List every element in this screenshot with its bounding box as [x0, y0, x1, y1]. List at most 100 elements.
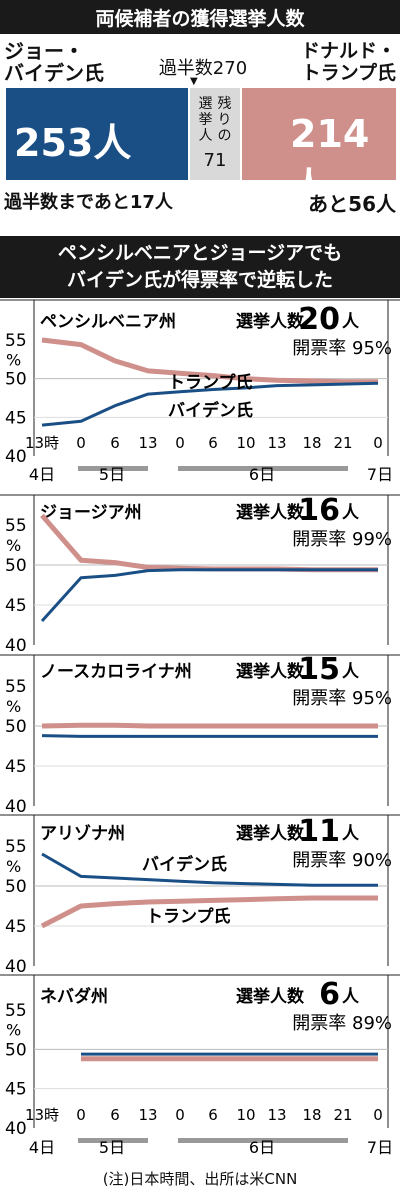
chart-4-ytick-50: 50 — [5, 877, 27, 897]
chart-2-count-rate: 開票率 99% — [292, 529, 392, 550]
chart-1-electors-count: 20 — [298, 302, 340, 337]
chart-3-ytick-40: 40 — [5, 797, 27, 817]
chart-1-ylabel: % — [6, 350, 21, 369]
chart-3-title: ノースカロライナ州 — [40, 662, 192, 682]
time-axis-1-tick-7: 13 — [267, 434, 286, 452]
time-axis-2-tick-8: 18 — [302, 1106, 321, 1124]
chart-1-series-label-trump: トランプ氏 — [168, 372, 253, 393]
chart-1-ytick-50: 50 — [5, 370, 27, 390]
chart-4-ytick-55: 55 — [5, 837, 27, 857]
chart-1-series-label-biden: バイデン氏 — [168, 400, 253, 421]
chart-3-electors-count: 15 — [298, 652, 340, 687]
chart-2-electors-count: 16 — [298, 493, 340, 528]
chart-2-title: ジョージア州 — [40, 503, 142, 523]
time-axis-1-tick-3: 13 — [138, 434, 157, 452]
chart-4-ytick-40: 40 — [5, 957, 27, 977]
chart-3-electors-unit: 人 — [342, 662, 360, 682]
chart-4-title: アリゾナ州 — [40, 824, 125, 844]
chart-5-electors-unit: 人 — [342, 987, 360, 1007]
chart-3-ytick-45: 45 — [5, 757, 27, 777]
time-axis-2-day-3: 7日 — [367, 1138, 393, 1157]
chart-4-series-label-biden: バイデン氏 — [142, 854, 227, 875]
time-axis-2-tick-2: 6 — [110, 1106, 120, 1124]
chart-4-ylabel: % — [6, 857, 21, 876]
time-axis-1-tick-10: 0 — [373, 434, 383, 452]
chart-2-ytick-45: 45 — [5, 596, 27, 616]
trump-name: ドナルド・ トランプ氏 — [300, 40, 396, 84]
time-axis-2-day-0: 4日 — [29, 1138, 55, 1157]
time-axis-1-tick-4: 0 — [175, 434, 185, 452]
time-axis-1-day-2: 6日 — [249, 465, 275, 484]
chart-4-series-trump — [40, 895, 378, 929]
time-axis-2-tick-6: 10 — [236, 1106, 255, 1124]
chart-4-ytick-45: 45 — [5, 917, 27, 937]
time-axis-1-tick-6: 10 — [236, 434, 255, 452]
time-axis-1-tick-8: 18 — [302, 434, 321, 452]
chart-2-ytick-50: 50 — [5, 556, 27, 576]
time-axis-2-tick-7: 13 — [267, 1106, 286, 1124]
chart-5-ytick-50: 50 — [5, 1040, 27, 1060]
time-axis-1-day-1: 5日 — [99, 465, 125, 484]
time-axis-1-tick-0: 13時 — [25, 434, 59, 452]
chart-1-series-trump — [41, 337, 378, 385]
time-axis-1-tick-2: 6 — [110, 434, 120, 452]
biden-remaining: 過半数まであと17人 — [4, 192, 173, 213]
chart-1-ytick-45: 45 — [5, 408, 27, 428]
majority-arrow-icon: ▼ — [190, 76, 198, 87]
time-axis-2-tick-4: 0 — [175, 1106, 185, 1124]
header-electors: 両候補者の獲得選挙人数 — [0, 0, 400, 34]
trump-votes: 214人 — [290, 112, 370, 209]
chart-3-electors-label: 選挙人数 — [236, 661, 305, 682]
chart-5-electors-count: 6 — [319, 977, 340, 1012]
chart-2-ytick-40: 40 — [5, 636, 27, 656]
time-axis-1-tick-1: 0 — [76, 434, 86, 452]
chart-5-title: ネバダ州 — [40, 986, 108, 1007]
chart-5-ylabel: % — [6, 1021, 21, 1040]
chart-5-ytick-40: 40 — [5, 1119, 27, 1139]
trump-bar — [242, 88, 396, 180]
remaining-value: 71 — [203, 150, 227, 171]
chart-1-electors-label: 選挙人数 — [236, 311, 305, 332]
chart-4-electors-unit: 人 — [342, 824, 360, 844]
chart-5-electors-label: 選挙人数 — [236, 986, 305, 1007]
biden-bar — [6, 88, 188, 180]
time-axis-2-tick-5: 6 — [208, 1106, 218, 1124]
chart-4-electors-label: 選挙人数 — [236, 823, 305, 844]
time-axis-2-day-bar-5 — [78, 1138, 148, 1143]
chart-3-ylabel: % — [6, 697, 21, 716]
chart-1-series-biden — [41, 381, 379, 427]
header-lead-line2: バイデン氏が得票率で逆転した — [66, 269, 333, 291]
time-axis-2-day-2: 6日 — [249, 1138, 275, 1157]
chart-3-ytick-55: 55 — [5, 677, 27, 697]
time-axis-1-tick-5: 6 — [208, 434, 218, 452]
trump-remaining: あと56人 — [308, 192, 396, 216]
time-axis-1-day-bar-6 — [178, 466, 348, 471]
chart-4-series-label-trump: トランプ氏 — [146, 906, 231, 927]
chart-1-count-rate: 開票率 95% — [292, 338, 392, 359]
chart-2-electors-unit: 人 — [342, 503, 360, 523]
chart-4-series-biden — [41, 852, 378, 887]
time-axis-2-day-1: 5日 — [99, 1138, 125, 1157]
chart-2-ylabel: % — [6, 536, 21, 555]
chart-4-electors-count: 11 — [298, 814, 340, 849]
header-lead: ペンシルベニアとジョージアでも バイデン氏が得票率で逆転した — [0, 236, 400, 298]
chart-2-series-biden — [40, 568, 378, 623]
time-axis-1-day-bar-5 — [78, 466, 148, 471]
header-electors-title: 両候補者の獲得選挙人数 — [95, 7, 305, 30]
chart-5-count-rate: 開票率 89% — [292, 1013, 392, 1034]
time-axis-1-tick-9: 21 — [333, 434, 352, 452]
chart-1-electors-unit: 人 — [342, 312, 360, 332]
chart-3-series-biden — [41, 734, 378, 738]
time-axis-2-tick-9: 21 — [333, 1106, 352, 1124]
chart-3-series-trump — [41, 722, 378, 729]
chart-5-ytick-55: 55 — [5, 1001, 27, 1021]
remaining-label: 選 残 挙 り 人 の — [198, 96, 232, 144]
header-lead-line1: ペンシルベニアとジョージアでも — [57, 242, 343, 264]
chart-1-ytick-40: 40 — [5, 447, 27, 467]
chart-1-title: ペンシルベニア州 — [40, 312, 176, 332]
chart-1-ytick-55: 55 — [5, 331, 27, 351]
chart-5-ytick-45: 45 — [5, 1080, 27, 1100]
time-axis-2-day-bar-6 — [178, 1138, 348, 1143]
remaining-box: 選 残 挙 り 人 の 71 — [190, 88, 240, 180]
